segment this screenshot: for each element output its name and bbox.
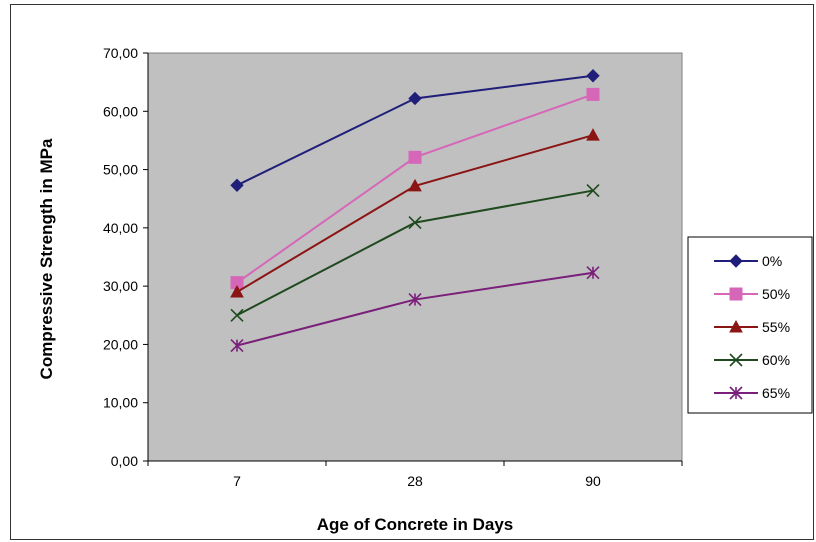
y-tick-label: 40,00 [103,220,138,236]
legend: 0% 50% 55% 60% 65% [687,236,813,414]
legend-label: 50% [762,286,790,302]
data-point [408,150,422,164]
legend-box [687,236,813,414]
y-axis-title: Compressive Strength in MPa [37,138,56,379]
data-point [408,178,422,192]
x-tick-label: 28 [407,473,423,489]
y-tick-label: 30,00 [103,278,138,294]
x-tick-label: 90 [585,473,601,489]
series-1 [230,87,600,290]
y-tick-label: 60,00 [103,103,138,119]
legend-label: 55% [762,319,790,335]
series-3 [230,183,600,322]
legend-item: 0% [714,253,782,269]
y-tick-label: 10,00 [103,395,138,411]
data-point [586,183,600,198]
data-point [408,91,422,106]
legend-item: 65% [714,385,790,401]
legend-item: 60% [714,352,790,368]
legend-item: 55% [714,319,790,335]
data-point [408,216,422,230]
data-point [230,284,244,298]
legend-item: 50% [714,286,790,302]
data-point [586,128,600,141]
legend-marker [729,386,743,400]
legend-label: 0% [762,253,782,269]
legend-marker [729,319,743,333]
data-point [586,87,600,101]
legend-marker [729,353,743,367]
data-point [586,266,600,280]
legend-label: 65% [762,385,790,401]
y-tick-label: 50,00 [103,162,138,178]
data-point [230,339,244,353]
data-point [230,308,244,322]
y-tick-label: 20,00 [103,336,138,352]
data-point [230,178,244,193]
data-point [408,292,422,307]
series-4 [230,266,600,353]
x-axis-title: Age of Concrete in Days [317,515,514,534]
plot-area [147,52,683,462]
legend-marker [729,287,743,301]
series-2 [230,128,600,298]
y-tick-label: 0,00 [111,453,138,469]
series-0 [230,69,600,193]
data-point [586,69,600,83]
y-tick-label: 70,00 [103,45,138,61]
x-tick-label: 7 [233,473,241,489]
legend-label: 60% [762,352,790,368]
legend-marker [729,254,743,268]
